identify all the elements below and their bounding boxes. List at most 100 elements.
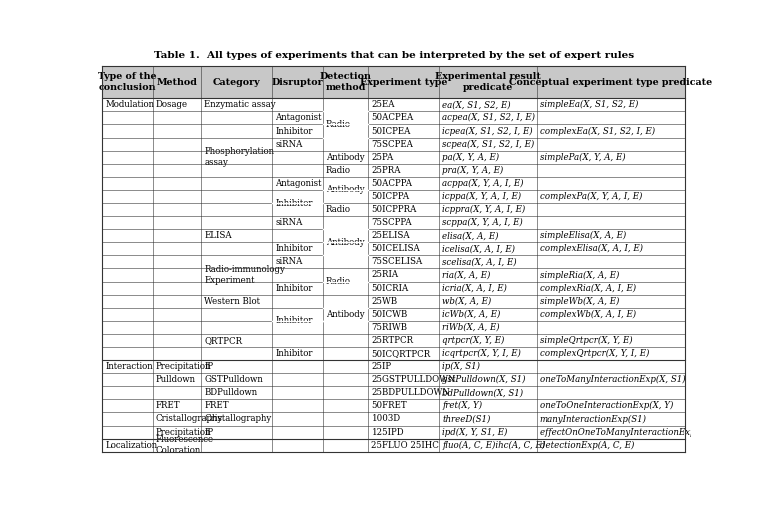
Text: 75RIWB: 75RIWB [372,323,408,332]
Text: 25WB: 25WB [372,297,398,306]
Text: Inhibitor: Inhibitor [275,244,313,253]
Text: icWb(X, A, E): icWb(X, A, E) [442,310,501,319]
Text: Inhibitor: Inhibitor [275,316,313,326]
Text: FRET: FRET [156,402,180,410]
Text: simpleElisa(X, A, E): simpleElisa(X, A, E) [540,231,626,240]
Text: Category: Category [213,78,260,86]
Text: 50ICRIA: 50ICRIA [372,284,409,293]
Text: 50ACPEA: 50ACPEA [372,113,414,123]
Text: Radio: Radio [326,166,351,175]
Text: Inhibitor: Inhibitor [275,284,313,293]
Text: ria(X, A, E): ria(X, A, E) [442,270,491,280]
Text: Modulation: Modulation [105,100,154,109]
Text: simplePa(X, Y, A, E): simplePa(X, Y, A, E) [540,153,625,162]
Text: Radio: Radio [326,120,351,129]
Text: Table 1.  All types of experiments that can be interpreted by the set of expert : Table 1. All types of experiments that c… [154,51,634,60]
Text: IP: IP [204,362,214,371]
Text: fluo(A, C, E)ihc(A, C, E): fluo(A, C, E)ihc(A, C, E) [442,440,545,450]
Text: 25FLUO 25IHC: 25FLUO 25IHC [372,440,439,450]
Text: icria(X, A, I, E): icria(X, A, I, E) [442,284,507,293]
Text: Antagonist: Antagonist [275,113,322,123]
Bar [102,66,685,98]
Text: scpea(X, S1, S2, I, E): scpea(X, S1, S2, I, E) [442,140,535,149]
Text: scppa(X, Y, A, I, E): scppa(X, Y, A, I, E) [442,218,523,227]
Text: Enzymatic assay: Enzymatic assay [204,100,276,109]
Text: threeD(S1): threeD(S1) [442,414,491,424]
Text: 50ICPEA: 50ICPEA [372,127,411,135]
Text: complexPa(X, Y, A, I, E): complexPa(X, Y, A, I, E) [540,192,642,201]
Text: Antibody: Antibody [326,238,364,247]
Text: 125IPD: 125IPD [372,428,404,436]
Text: complexElisa(X, A, I, E): complexElisa(X, A, I, E) [540,244,643,253]
Text: fret(X, Y): fret(X, Y) [442,401,482,410]
Text: gstPulldown(X, S1): gstPulldown(X, S1) [442,375,525,384]
Text: 25IP: 25IP [372,362,392,371]
Text: Antibody: Antibody [326,153,364,161]
Text: pra(X, Y, A, E): pra(X, Y, A, E) [442,166,504,175]
Text: Cristallography: Cristallography [204,414,272,424]
Text: 75SCELISA: 75SCELISA [372,258,422,266]
Text: QRTPCR: QRTPCR [204,336,243,345]
Text: 50ICPPA: 50ICPPA [372,192,409,201]
Text: oneToOneInteractionExp(X, Y): oneToOneInteractionExp(X, Y) [540,401,674,410]
Text: Antibody: Antibody [326,310,364,319]
Text: Precipitation: Precipitation [156,428,211,436]
Text: Fluorescence
Coloration: Fluorescence Coloration [156,435,214,455]
Text: riWb(X, A, E): riWb(X, A, E) [442,323,500,332]
Text: wb(X, A, E): wb(X, A, E) [442,297,492,306]
Text: ip(X, S1): ip(X, S1) [442,362,480,371]
Text: siRNA: siRNA [275,140,303,149]
Text: FRET: FRET [204,402,229,410]
Text: 50ACPPA: 50ACPPA [372,179,412,188]
Text: icppa(X, Y, A, I, E): icppa(X, Y, A, I, E) [442,192,521,201]
Text: Conceptual experiment type predicate: Conceptual experiment type predicate [509,78,713,86]
Text: simpleRia(X, A, E): simpleRia(X, A, E) [540,270,619,280]
Text: Inhibitor: Inhibitor [275,127,313,135]
Text: Detection
method: Detection method [319,72,372,92]
Text: BDPulldown: BDPulldown [204,388,257,398]
Text: 25GSTPULLDOWN: 25GSTPULLDOWN [372,375,456,384]
Text: Radio: Radio [326,277,351,286]
Text: complexQrtpcr(X, Y, I, E): complexQrtpcr(X, Y, I, E) [540,349,649,358]
Text: siRNA: siRNA [275,258,303,266]
Text: acppa(X, Y, A, I, E): acppa(X, Y, A, I, E) [442,179,524,188]
Text: icppra(X, Y, A, I, E): icppra(X, Y, A, I, E) [442,205,525,214]
Text: Interaction: Interaction [105,362,153,371]
Text: Localization: Localization [105,440,157,450]
Text: 50ICELISA: 50ICELISA [372,244,420,253]
Text: 25EA: 25EA [372,100,395,109]
Text: icelisa(X, A, I, E): icelisa(X, A, I, E) [442,244,515,253]
Text: bdPulldown(X, S1): bdPulldown(X, S1) [442,388,523,398]
Text: Radio: Radio [326,205,351,214]
Text: icqrtpcr(X, Y, I, E): icqrtpcr(X, Y, I, E) [442,349,521,358]
Text: 25RIA: 25RIA [372,270,399,280]
Text: complexEa(X, S1, S2, I, E): complexEa(X, S1, S2, I, E) [540,126,655,135]
Text: 50ICPPRA: 50ICPPRA [372,205,417,214]
Text: Antibody: Antibody [326,185,364,194]
Text: 50ICQRTPCR: 50ICQRTPCR [372,349,431,358]
Text: Western Blot: Western Blot [204,297,260,306]
Text: IP: IP [204,428,214,436]
Text: oneToManyInteractionExp(X, S1): oneToManyInteractionExp(X, S1) [540,375,686,384]
Text: 50FRET: 50FRET [372,402,407,410]
Text: ELISA: ELISA [204,231,232,240]
Text: simpleQrtpcr(X, Y, E): simpleQrtpcr(X, Y, E) [540,336,633,345]
Text: Inhibitor: Inhibitor [275,198,313,207]
Text: siRNA: siRNA [275,218,303,227]
Text: Dosage: Dosage [156,100,188,109]
Text: complexWb(X, A, I, E): complexWb(X, A, I, E) [540,310,636,319]
Text: Radio-immunology
Experiment: Radio-immunology Experiment [204,265,285,285]
Text: elisa(X, A, E): elisa(X, A, E) [442,231,498,240]
Text: 1003D: 1003D [372,414,401,424]
Text: Phosphorylation
assay: Phosphorylation assay [204,148,274,167]
Text: Cristallography: Cristallography [156,414,223,424]
Text: Experiment type: Experiment type [360,78,448,86]
Text: manyInteractionExp(S1): manyInteractionExp(S1) [540,414,647,424]
Text: effectOnOneToManyInteractionExp(X, Y, S1, E): effectOnOneToManyInteractionExp(X, Y, S1… [540,428,747,436]
Text: icpea(X, S1, S2, I, E): icpea(X, S1, S2, I, E) [442,126,533,135]
Text: pa(X, Y, A, E): pa(X, Y, A, E) [442,153,499,162]
Text: Inhibitor: Inhibitor [275,349,313,358]
Text: Method: Method [157,78,197,86]
Text: Antagonist: Antagonist [275,179,322,188]
Text: Pulldown: Pulldown [156,375,196,384]
